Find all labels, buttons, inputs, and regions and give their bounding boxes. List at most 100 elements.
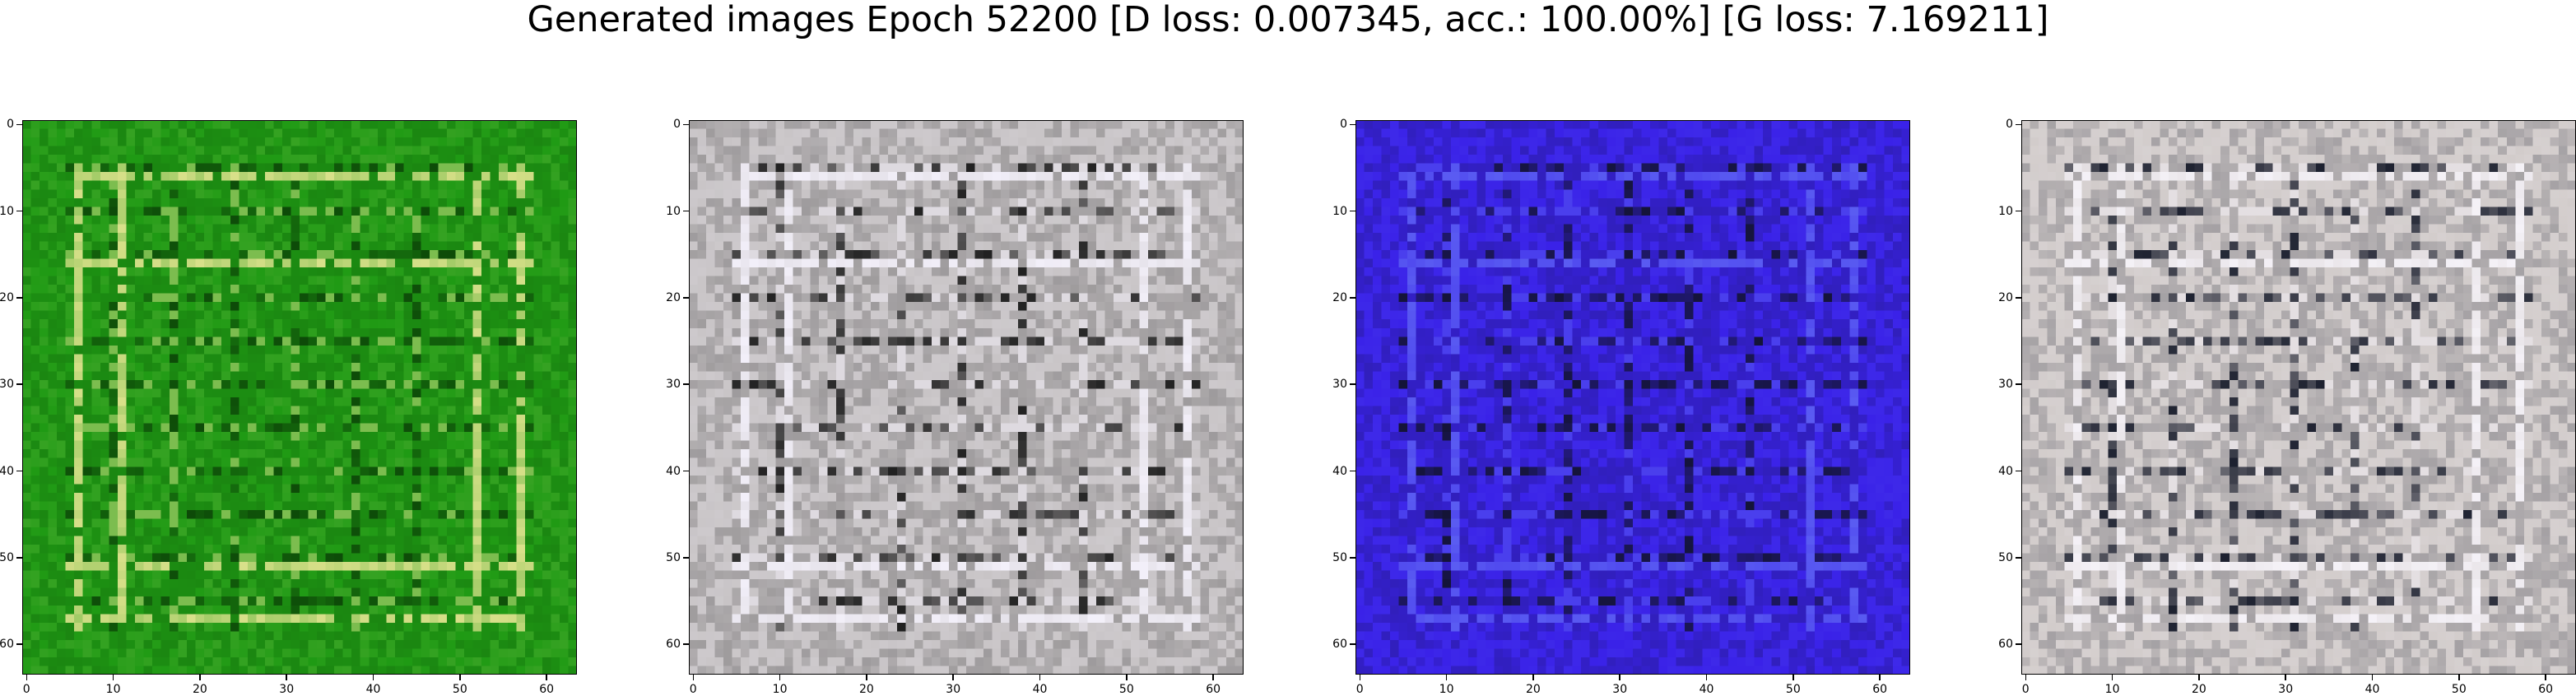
- x-tick-mark: [1793, 675, 1794, 680]
- y-tick-label: 0: [2006, 118, 2013, 132]
- y-tick-label: 40: [666, 464, 681, 478]
- y-tick-mark: [16, 383, 22, 385]
- y-tick-mark: [16, 297, 22, 299]
- y-tick-label: 60: [1332, 638, 1347, 652]
- x-tick-mark: [2371, 675, 2374, 680]
- y-tick-label: 30: [1332, 378, 1347, 392]
- x-tick-mark: [866, 675, 867, 680]
- x-tick-label: 60: [539, 683, 555, 696]
- y-tick-label: 50: [1998, 550, 2013, 564]
- x-tick-mark: [692, 675, 695, 680]
- y-tick-label: 40: [1998, 464, 2013, 478]
- y-tick-label: 50: [666, 550, 681, 564]
- x-tick-label: 30: [1612, 683, 1628, 696]
- figure-title: Generated images Epoch 52200 [D loss: 0.…: [527, 0, 2049, 40]
- x-tick-mark: [372, 675, 374, 680]
- y-tick-mark: [683, 123, 689, 126]
- x-tick-label: 20: [858, 683, 874, 696]
- y-tick-mark: [1350, 123, 1355, 126]
- x-tick-mark: [2025, 675, 2027, 680]
- y-tick-label: 40: [0, 464, 14, 478]
- y-tick-label: 10: [0, 204, 14, 218]
- y-tick-label: 20: [666, 290, 681, 304]
- y-tick-mark: [16, 123, 22, 126]
- y-tick-mark: [16, 643, 22, 645]
- image-panel: 0 10 20 30 40 50 60 0 10 20 30 40 50 60: [0, 118, 577, 696]
- y-tick-label: 60: [1998, 638, 2013, 652]
- x-tick-label: 30: [946, 683, 961, 696]
- x-tick-label: 60: [2538, 683, 2554, 696]
- x-tick-mark: [1212, 675, 1214, 680]
- y-tick-mark: [2016, 123, 2021, 126]
- x-tick-mark: [2198, 675, 2200, 680]
- x-tick-label: 0: [689, 683, 697, 696]
- y-tick-label: 20: [1332, 290, 1347, 304]
- x-tick-mark: [2285, 675, 2286, 680]
- image-panel: 0 10 20 30 40 50 60 0 10 20 30 40 50 60: [1998, 118, 2576, 696]
- x-tick-label: 50: [452, 683, 467, 696]
- x-tick-mark: [459, 675, 461, 680]
- x-tick-label: 10: [105, 683, 121, 696]
- x-tick-mark: [199, 675, 201, 680]
- y-tick-mark: [1350, 383, 1355, 385]
- y-tick-mark: [2016, 470, 2021, 472]
- x-tick-label: 60: [1206, 683, 1221, 696]
- image-panel: 0 10 20 30 40 50 60 0 10 20 30 40 50 60: [1332, 118, 1910, 696]
- y-tick-mark: [16, 557, 22, 559]
- y-tick-label: 0: [673, 118, 681, 132]
- x-tick-label: 20: [2191, 683, 2206, 696]
- x-tick-mark: [286, 675, 287, 680]
- y-tick-label: 0: [1340, 118, 1347, 132]
- y-tick-mark: [2016, 383, 2021, 385]
- x-tick-label: 40: [1699, 683, 1714, 696]
- x-tick-label: 40: [1032, 683, 1048, 696]
- x-tick-label: 0: [1355, 683, 1364, 696]
- x-tick-mark: [952, 675, 954, 680]
- y-tick-label: 10: [1998, 204, 2013, 218]
- y-tick-mark: [683, 643, 689, 645]
- y-tick-mark: [683, 297, 689, 299]
- y-tick-label: 10: [1332, 204, 1347, 218]
- x-tick-label: 20: [1525, 683, 1541, 696]
- x-tick-label: 40: [365, 683, 381, 696]
- x-tick-label: 10: [772, 683, 788, 696]
- x-tick-mark: [2545, 675, 2546, 680]
- image-panel: 0 10 20 30 40 50 60 0 10 20 30 40 50 60: [666, 118, 1244, 696]
- y-tick-label: 50: [1332, 550, 1347, 564]
- x-tick-mark: [1445, 675, 1448, 680]
- x-tick-label: 50: [2451, 683, 2467, 696]
- x-tick-label: 10: [2104, 683, 2120, 696]
- y-tick-mark: [2016, 557, 2021, 559]
- y-tick-mark: [683, 470, 689, 472]
- y-tick-mark: [1350, 643, 1355, 645]
- x-tick-mark: [546, 675, 547, 680]
- y-tick-mark: [1350, 470, 1355, 472]
- x-tick-label: 60: [1872, 683, 1888, 696]
- y-tick-label: 60: [666, 638, 681, 652]
- y-tick-label: 20: [0, 290, 14, 304]
- y-tick-mark: [1350, 557, 1355, 559]
- x-tick-mark: [1619, 675, 1620, 680]
- y-tick-label: 60: [0, 638, 14, 652]
- x-tick-mark: [2111, 675, 2113, 680]
- y-tick-label: 10: [666, 204, 681, 218]
- y-tick-mark: [2016, 297, 2021, 299]
- x-tick-label: 50: [1785, 683, 1801, 696]
- x-tick-label: 30: [2278, 683, 2294, 696]
- y-tick-mark: [1350, 210, 1355, 212]
- x-tick-label: 50: [1118, 683, 1134, 696]
- x-tick-mark: [1532, 675, 1534, 680]
- x-tick-mark: [779, 675, 781, 680]
- y-tick-mark: [16, 470, 22, 472]
- y-tick-mark: [2016, 210, 2021, 212]
- y-tick-mark: [16, 210, 22, 212]
- y-tick-mark: [683, 383, 689, 385]
- x-tick-mark: [2458, 675, 2460, 680]
- y-tick-label: 50: [0, 550, 14, 564]
- x-tick-mark: [1039, 675, 1041, 680]
- y-tick-mark: [2016, 643, 2021, 645]
- x-tick-label: 0: [2021, 683, 2030, 696]
- y-tick-label: 0: [7, 118, 14, 132]
- generated-image-1: [22, 120, 577, 675]
- y-tick-mark: [683, 557, 689, 559]
